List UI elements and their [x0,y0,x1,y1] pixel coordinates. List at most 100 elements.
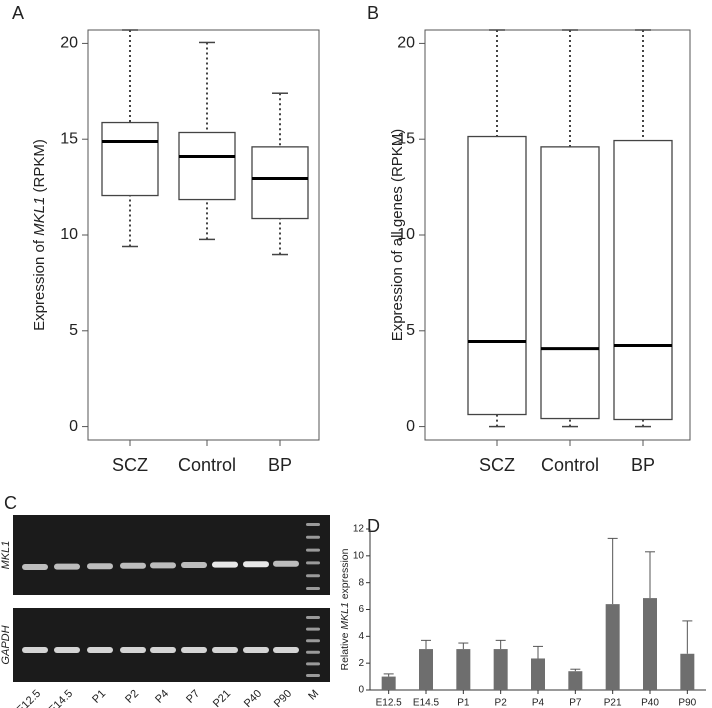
x-tick-label: SCZ [479,455,515,475]
marker-band [306,587,320,590]
marker-band [306,650,320,654]
y-tick-label: 20 [397,35,415,52]
y-tick-label: 12 [353,524,365,535]
lane-label: M [306,688,321,703]
gel-band [212,647,238,653]
y-axis-label-part: MKL1 [31,197,48,236]
y-tick-label: 0 [69,418,78,435]
marker-band [306,662,320,666]
x-tick-label: BP [631,455,655,475]
marker-band [306,548,320,552]
x-tick-label: Control [541,455,599,475]
gel-band [22,564,48,570]
bar [419,649,433,690]
bar [531,658,545,690]
y-axis-label-part: (RPKM) [31,139,48,197]
box [613,139,673,421]
marker-band [306,627,320,631]
marker-band [306,535,320,539]
x-tick-label: P1 [457,698,470,708]
y-tick-label: 4 [358,631,364,642]
y-axis-label: Expression of MKL1 (RPKM) [31,139,48,331]
gel-image [13,608,330,682]
x-tick-label: P2 [495,698,508,708]
y-tick-label: 5 [406,322,415,339]
y-axis-label: Relative MKL1 expression [339,548,351,670]
lane-label: P40 [242,688,264,708]
y-tick-label: 2 [358,658,364,669]
plot-frame [87,29,320,441]
y-tick-label: 20 [60,35,78,52]
lane-label: P21 [211,688,233,708]
bar [493,649,508,690]
marker-band [306,674,320,677]
lane-label: P7 [184,688,202,706]
x-tick-label: BP [268,455,292,475]
gel-row-label: MKL1 [0,541,12,570]
x-tick-label: P90 [678,698,696,708]
box [101,121,159,197]
panel-label: C [4,493,17,513]
x-tick-label: P4 [532,698,545,708]
x-tick-label: E14.5 [413,698,440,708]
bar [605,604,620,690]
marker-band [306,616,320,619]
x-tick-label: P7 [569,698,582,708]
marker-band [306,523,320,526]
box [178,131,236,201]
y-axis-label-part: expression [339,548,351,602]
lane-label: P1 [90,688,108,706]
y-tick-label: 8 [358,577,364,588]
gel-band [87,563,113,570]
y-axis-label-part: MKL1 [339,602,351,629]
gel-band [87,647,113,653]
marker-band [306,639,320,643]
bar [643,598,657,690]
lane-label: P4 [153,688,171,706]
y-tick-label: 6 [358,604,364,615]
y-tick-label: 5 [69,322,78,339]
gel-band [212,561,238,568]
x-tick-label: E12.5 [376,698,403,708]
x-tick-label: Control [178,455,236,475]
gel-band [54,647,80,653]
gel-band [22,647,48,653]
y-axis-label-part: Expression of all genes (RPKM) [389,129,406,342]
y-axis-label-part: Expression of [31,236,48,331]
y-tick-label: 10 [60,226,78,243]
lane-label: E14.5 [46,688,75,708]
y-tick-label: 0 [406,418,415,435]
lane-label: P2 [123,688,141,706]
gel-band [150,562,176,569]
gel-band [243,561,269,568]
y-tick-label: 10 [397,226,415,243]
gel-band [273,647,299,653]
box [467,135,527,416]
y-tick-label: 15 [60,130,78,147]
gel-band [181,647,207,653]
lane-label: P90 [272,688,294,708]
bar [568,671,583,690]
marker-band [306,574,320,578]
marker-band [306,561,320,565]
gel-row-label: GAPDH [0,625,12,664]
gel-band [120,647,146,653]
bar [680,653,695,690]
box [540,146,600,420]
y-axis-label-part: Relative [339,630,351,671]
y-axis-label: Expression of all genes (RPKM) [389,129,406,342]
bar [381,676,396,690]
gel-image [13,515,330,595]
box [251,146,309,220]
gel-band [120,562,146,569]
x-tick-label: P21 [604,698,622,708]
x-tick-label: P40 [641,698,659,708]
y-tick-label: 15 [397,130,415,147]
panel-label: A [12,3,24,23]
lane-label: E12.5 [14,688,43,708]
gel-band [273,560,299,567]
gel-band [243,647,269,653]
x-tick-label: SCZ [112,455,148,475]
bar [456,649,471,690]
